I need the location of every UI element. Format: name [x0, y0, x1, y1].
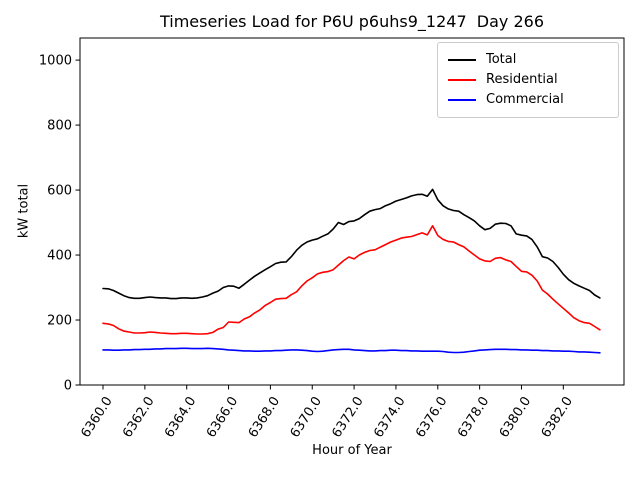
legend-item-commercial: Commercial — [448, 90, 608, 110]
legend-line-swatch — [448, 59, 476, 61]
legend-line-swatch — [448, 79, 476, 81]
y-axis-label: kW total — [16, 183, 32, 239]
y-tick-label: 0 — [64, 379, 72, 394]
series-line-commercial — [102, 347, 601, 354]
x-tick-label: 6372.0 — [329, 394, 366, 440]
x-tick-label: 6374.0 — [371, 394, 408, 440]
legend-item-total: Total — [448, 50, 608, 70]
x-tick-label: 6382.0 — [539, 394, 576, 440]
x-tick-label: 6378.0 — [455, 394, 492, 440]
y-tick-label: 800 — [47, 119, 72, 134]
series-line-total — [102, 188, 601, 300]
x-tick-label: 6370.0 — [288, 394, 325, 440]
x-tick-label: 6360.0 — [78, 394, 115, 440]
legend-label: Commercial — [486, 92, 564, 107]
legend-line-swatch — [448, 99, 476, 101]
legend: Total Residential Commercial — [437, 42, 619, 118]
y-tick-label: 400 — [47, 249, 72, 264]
x-tick-label: 6366.0 — [204, 394, 241, 440]
series-line-residential — [102, 225, 601, 335]
plot-frame — [79, 37, 625, 386]
y-tick-label: 200 — [47, 314, 72, 329]
legend-item-residential: Residential — [448, 70, 608, 90]
legend-label: Residential — [486, 72, 558, 87]
x-tick-label: 6376.0 — [413, 394, 450, 440]
y-tick-label: 600 — [47, 184, 72, 199]
x-axis-label: Hour of Year — [312, 443, 392, 458]
x-tick-label: 6364.0 — [162, 394, 199, 440]
chart-title: Timeseries Load for P6U p6uhs9_1247 Day … — [159, 12, 545, 31]
x-tick-label: 6362.0 — [120, 394, 157, 440]
legend-label: Total — [486, 52, 517, 67]
x-tick-label: 6368.0 — [246, 394, 283, 440]
x-tick-label: 6380.0 — [497, 394, 534, 440]
y-tick-label: 1000 — [39, 54, 72, 69]
